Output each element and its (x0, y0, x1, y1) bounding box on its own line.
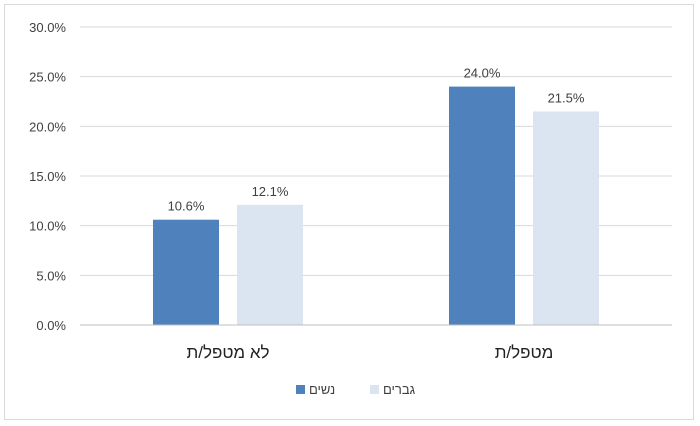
y-tick-label: 20.0% (29, 119, 66, 134)
legend-swatch (370, 385, 379, 394)
bar (153, 219, 219, 325)
data-label: 10.6% (168, 199, 205, 214)
bars (153, 86, 599, 325)
data-label: 12.1% (252, 184, 289, 199)
bar (533, 111, 599, 325)
category-labels: לא מטפל/ת מטפל/ת (186, 343, 553, 362)
legend-swatch (296, 385, 305, 394)
y-axis-tick-labels: 0.0% 5.0% 10.0% 15.0% 20.0% 25.0% 30.0% (29, 20, 66, 333)
y-tick-label: 15.0% (29, 169, 66, 184)
legend-label: נשים (309, 382, 335, 397)
y-tick-label: 30.0% (29, 20, 66, 35)
bar (449, 86, 515, 325)
y-tick-label: 10.0% (29, 219, 66, 234)
data-label: 21.5% (548, 90, 585, 105)
y-tick-label: 0.0% (36, 318, 66, 333)
legend-label: גברים (383, 382, 416, 397)
category-label: לא מטפל/ת (186, 343, 269, 362)
data-labels: 10.6% 12.1% 24.0% 21.5% (168, 66, 585, 214)
legend: נשים גברים (296, 382, 416, 397)
data-label: 24.0% (464, 66, 501, 81)
category-label: מטפל/ת (495, 343, 554, 362)
bar (237, 204, 303, 325)
y-tick-label: 5.0% (36, 268, 66, 283)
y-tick-label: 25.0% (29, 70, 66, 85)
